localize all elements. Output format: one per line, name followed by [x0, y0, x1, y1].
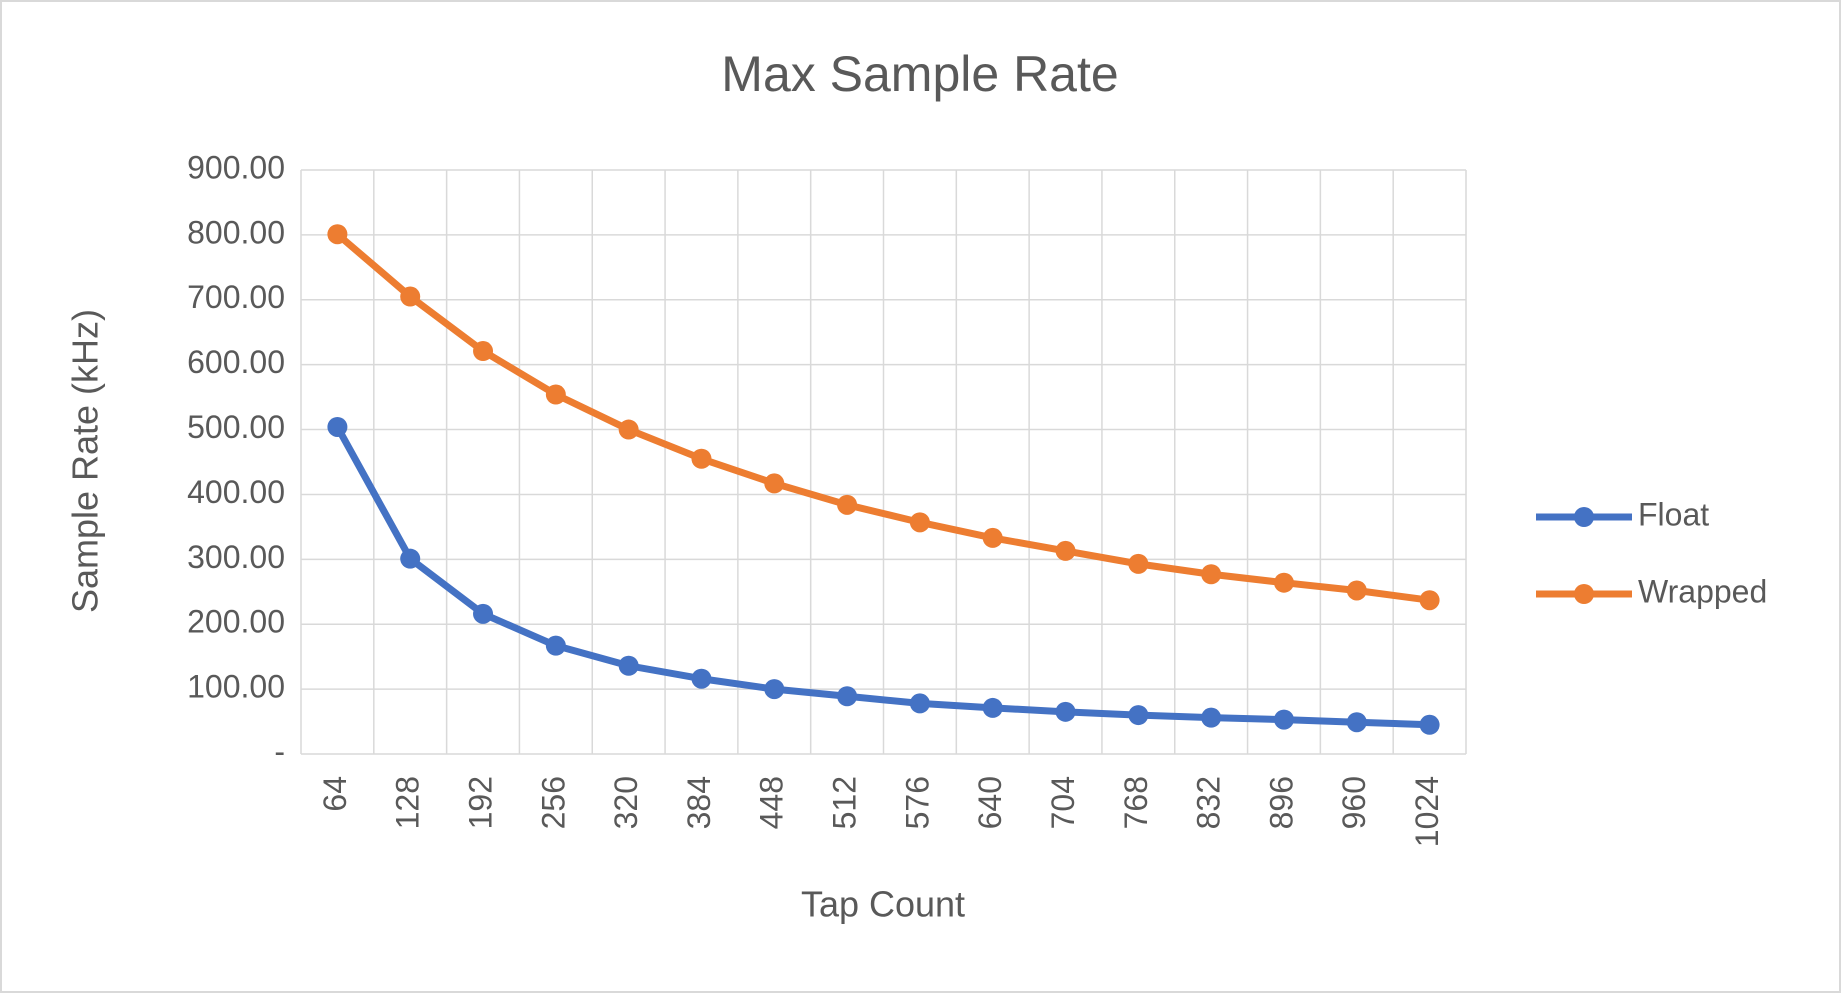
data-point [1055, 540, 1076, 561]
data-point [909, 693, 930, 714]
data-point [982, 527, 1003, 548]
legend-marker [1574, 507, 1594, 527]
data-point [400, 548, 421, 569]
data-point [618, 419, 639, 440]
y-tick-label: 600.00 [187, 344, 285, 380]
data-point [327, 416, 348, 437]
data-point [1055, 701, 1076, 722]
y-tick-label: 700.00 [187, 279, 285, 315]
x-tick-label: 448 [754, 776, 790, 829]
data-point [1346, 580, 1367, 601]
data-point [618, 655, 639, 676]
data-point [764, 679, 785, 700]
data-point [1346, 712, 1367, 733]
data-point [400, 286, 421, 307]
x-tick-label: 1024 [1409, 776, 1445, 847]
data-point [1128, 553, 1149, 574]
legend-marker [1574, 584, 1594, 604]
series-line [335, 231, 1431, 604]
x-tick-label: 768 [1118, 776, 1154, 829]
chart-title: Max Sample Rate [721, 46, 1118, 102]
data-point [1128, 705, 1149, 726]
y-tick-label: 900.00 [187, 149, 285, 185]
data-point [545, 384, 566, 405]
legend-label: Float [1638, 496, 1709, 532]
data-point [1419, 590, 1440, 611]
x-tick-label: 704 [1045, 776, 1081, 829]
x-tick-label: 512 [827, 776, 863, 829]
legend-label: Wrapped [1638, 573, 1767, 609]
x-tick-label: 896 [1263, 776, 1299, 829]
data-point [837, 686, 858, 707]
data-point [982, 697, 1003, 718]
x-tick-label: 256 [535, 776, 571, 829]
x-tick-label: 192 [462, 776, 498, 829]
x-tick-label: 832 [1191, 776, 1227, 829]
y-tick-label: 100.00 [187, 669, 285, 705]
y-tick-label: 800.00 [187, 214, 285, 250]
y-tick-label: 500.00 [187, 409, 285, 445]
data-point [545, 635, 566, 656]
data-point [1419, 714, 1440, 735]
data-point [327, 224, 348, 245]
data-point [473, 603, 494, 624]
y-axis-label: Sample Rate (kHz) [65, 309, 106, 613]
data-point [691, 448, 712, 469]
data-point [473, 341, 494, 362]
x-tick-label: 64 [317, 776, 353, 812]
y-tick-label: 200.00 [187, 604, 285, 640]
x-tick-label: 960 [1336, 776, 1372, 829]
data-point [909, 512, 930, 533]
data-point [1273, 572, 1294, 593]
x-tick-label: 128 [390, 776, 426, 829]
data-point [1273, 709, 1294, 730]
x-tick-label: 320 [608, 776, 644, 829]
x-tick-label: 576 [899, 776, 935, 829]
data-point [691, 668, 712, 689]
series-line [334, 425, 1430, 729]
data-point [1201, 707, 1222, 728]
data-point [837, 494, 858, 515]
data-point [764, 473, 785, 494]
x-tick-label: 640 [972, 776, 1008, 829]
y-tick-label: 300.00 [187, 539, 285, 575]
x-axis-label: Tap Count [801, 884, 965, 925]
y-tick-label: - [274, 733, 285, 769]
data-point [1201, 564, 1222, 585]
x-tick-label: 384 [681, 776, 717, 829]
y-tick-label: 400.00 [187, 474, 285, 510]
